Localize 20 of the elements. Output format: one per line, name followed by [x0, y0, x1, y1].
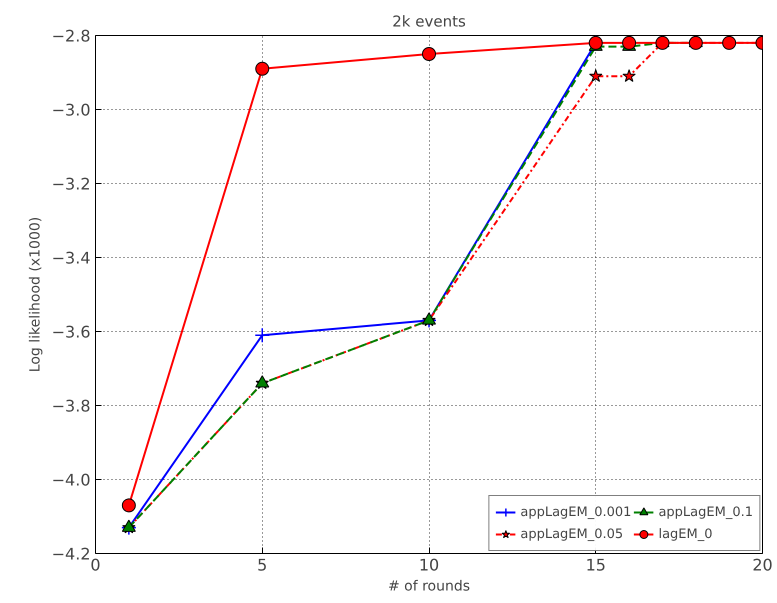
legend-label: lagEM_0 — [658, 526, 712, 542]
chart-title: 2k events — [392, 12, 466, 30]
x-tick-label: 20 — [752, 556, 773, 574]
y-tick-label: −3.2 — [52, 174, 91, 194]
legend-label: appLagEM_0.001 — [520, 504, 632, 520]
y-tick-label: −3.8 — [52, 396, 91, 416]
y-tick-label: −3.0 — [52, 100, 91, 120]
y-axis-title: Log likelihood (x1000) — [28, 216, 44, 372]
y-tick-label: −3.6 — [52, 322, 91, 342]
x-axis-title: # of rounds — [388, 578, 470, 594]
y-tick-label: −4.0 — [52, 470, 91, 490]
x-tick-label: 10 — [418, 556, 440, 574]
y-tick-label: −3.4 — [52, 248, 91, 268]
x-tick-label: 0 — [90, 556, 101, 574]
y-tick-label: −2.8 — [52, 26, 91, 46]
y-tick-label: −4.2 — [52, 544, 91, 564]
x-tick-label: 5 — [257, 556, 268, 574]
legend-label: appLagEM_0.1 — [658, 504, 753, 520]
legend-label: appLagEM_0.05 — [520, 526, 624, 542]
x-tick-label: 15 — [586, 556, 606, 574]
